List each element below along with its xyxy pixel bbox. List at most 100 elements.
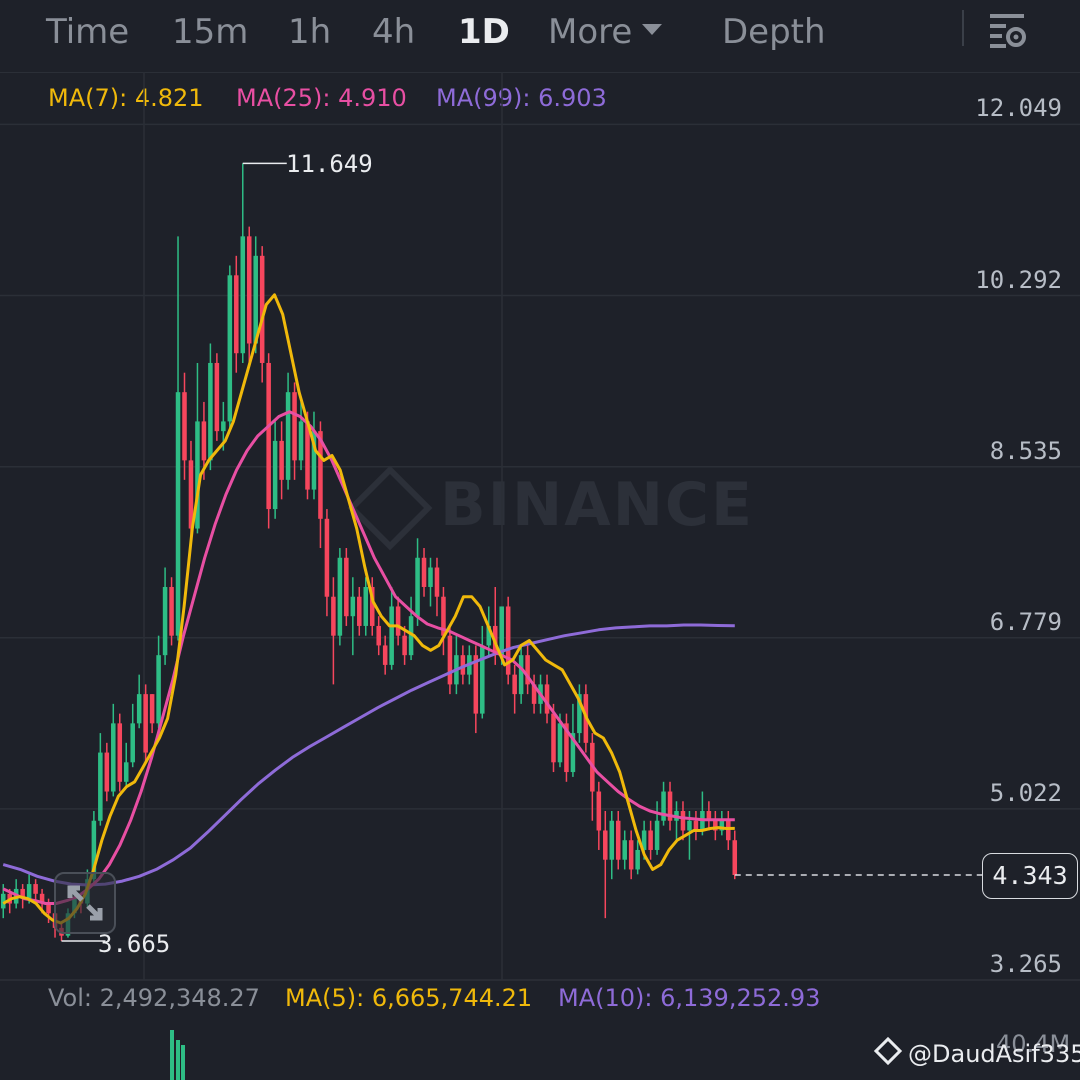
volume-legend: Vol: 2,492,348.27	[48, 984, 260, 1012]
candle-body	[46, 903, 51, 914]
expand-chart-button[interactable]	[54, 872, 116, 934]
price-tick-label: 5.022	[989, 778, 1062, 807]
tab-4h[interactable]: 4h	[372, 12, 416, 52]
candle-body	[298, 421, 304, 461]
candle-body	[253, 255, 258, 344]
candle-body	[447, 635, 453, 685]
price-tick-label: 3.265	[989, 950, 1062, 978]
candle-body	[201, 421, 207, 461]
candle-body	[311, 431, 317, 490]
low-marker-label: 3.665	[98, 930, 171, 958]
candle-body	[266, 362, 271, 510]
volume-bar	[170, 1030, 174, 1080]
candle-body	[635, 849, 640, 870]
candle-body	[376, 625, 381, 646]
candle-body	[104, 752, 110, 792]
candle-body	[460, 655, 466, 675]
candle-body	[123, 762, 129, 782]
candle-body	[389, 606, 394, 665]
candle-body	[518, 655, 524, 695]
candle-body	[706, 811, 712, 821]
candle-body	[544, 684, 550, 714]
candle-body	[499, 606, 504, 656]
tab-time[interactable]: Time	[46, 12, 130, 52]
candle-body	[337, 557, 343, 636]
ma99-line	[2, 623, 735, 887]
candle-body	[363, 586, 369, 626]
price-tick-label: 10.292	[975, 265, 1062, 294]
last-price-tag: 4.343	[982, 853, 1078, 899]
candle-body	[428, 567, 433, 587]
candle-body	[693, 820, 699, 831]
high-marker-label: 11.649	[286, 150, 373, 178]
binance-logo-icon	[873, 1036, 903, 1066]
candle-body	[246, 236, 252, 344]
candle-body	[525, 655, 530, 685]
candle-body	[557, 723, 563, 763]
candle-body	[726, 820, 731, 841]
candle-body	[687, 820, 692, 831]
ma7-line	[2, 293, 735, 925]
candle-body	[434, 567, 440, 597]
candle-body	[615, 820, 621, 860]
candle-body	[143, 694, 148, 753]
candle-body	[654, 820, 660, 850]
candle-body	[305, 421, 310, 490]
candle-body	[603, 830, 608, 860]
candle-body	[713, 820, 718, 831]
price-tick-label: 6.779	[989, 607, 1062, 636]
candle-body	[382, 645, 388, 665]
candle-body	[505, 606, 511, 675]
candle-body	[441, 596, 446, 636]
tab-more[interactable]: More	[548, 12, 663, 52]
candle-body	[0, 893, 6, 909]
candle-body	[667, 791, 673, 821]
chevron-down-icon	[642, 24, 663, 35]
ma25-legend: MA(25): 4.910	[236, 84, 407, 112]
tab-15m[interactable]: 15m	[172, 12, 249, 52]
tab-depth[interactable]: Depth	[722, 12, 826, 52]
expand-icon	[67, 885, 103, 921]
candle-body	[318, 431, 323, 519]
candle-body	[661, 791, 666, 821]
candle-body	[408, 616, 414, 656]
volume-ma10-legend: MA(10): 6,139,252.93	[558, 984, 821, 1012]
candle-body	[136, 694, 142, 724]
candle-body	[214, 362, 220, 432]
candle-body	[169, 586, 174, 636]
candle-body	[162, 586, 168, 656]
candle-body	[117, 723, 123, 782]
candle-body	[175, 392, 181, 636]
volume-axis-label: 40.4M	[996, 1030, 1071, 1058]
tab-1d[interactable]: 1D	[458, 12, 510, 52]
candle-body	[33, 884, 38, 894]
candle-body	[130, 723, 135, 763]
candle-body	[648, 830, 653, 850]
candle-body	[324, 518, 330, 597]
candle-body	[357, 596, 362, 626]
candle-body	[285, 392, 291, 480]
candle-body	[628, 840, 634, 870]
candle-body	[227, 275, 233, 422]
watermark: BINANCE	[440, 470, 754, 540]
price-tick-label: 12.049	[975, 94, 1062, 123]
candle-body	[111, 723, 116, 792]
candle-body	[240, 236, 246, 354]
candle-body	[512, 674, 517, 695]
tab-1h[interactable]: 1h	[288, 12, 332, 52]
candle-body	[149, 694, 155, 724]
candle-body	[39, 893, 45, 904]
candle-body	[234, 275, 239, 354]
candle-body	[188, 460, 194, 529]
volume-ma5-legend: MA(5): 6,665,744.21	[285, 984, 533, 1012]
candle-body	[272, 440, 278, 510]
volume-bar	[176, 1040, 180, 1080]
candle-body	[91, 820, 97, 880]
candle-body	[415, 557, 420, 617]
candle-body	[570, 733, 576, 773]
candle-body	[279, 440, 284, 480]
chart-settings-icon[interactable]	[988, 10, 1028, 50]
candle-body	[480, 645, 485, 714]
candle-body	[641, 830, 647, 850]
